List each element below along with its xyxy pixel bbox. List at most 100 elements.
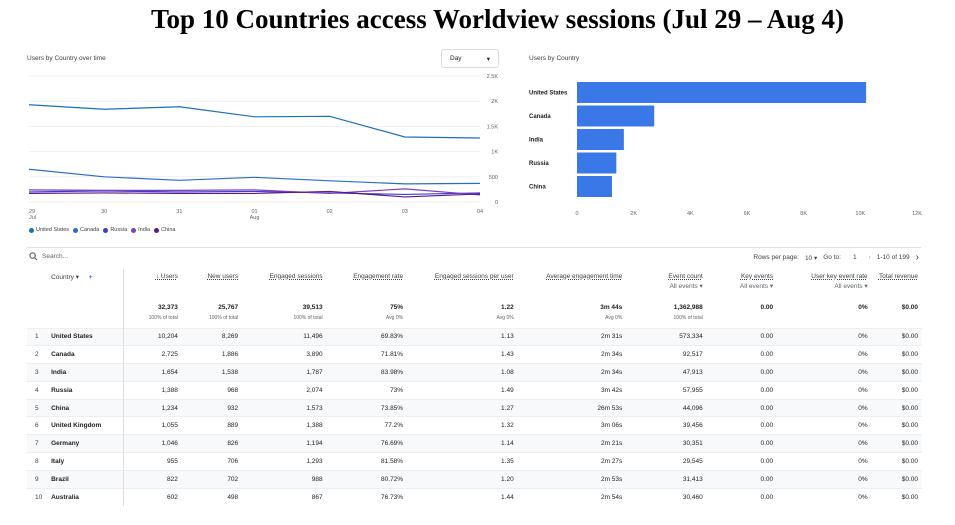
y-tick-label: 1.5K	[487, 124, 499, 130]
table-row[interactable]: 10 Australia 602 498 867 76.73% 1.44 2m 54s 30,4…	[27, 487, 922, 506]
row-index: 1	[27, 327, 48, 346]
legend-swatch	[73, 227, 79, 233]
category-label: United States	[529, 91, 568, 97]
event-filter-select[interactable]: All events ▾	[739, 283, 774, 290]
table-row[interactable]: 9 Brazil 822 702 988 80.72% 1.20 2m 53s 31,413 0.…	[27, 469, 922, 489]
series-line-india	[28, 188, 481, 196]
metric-cell: $0.00	[871, 487, 922, 506]
metric-cell: 3,890	[242, 345, 327, 364]
table-row[interactable]: 2 Canada 2,725 1,886 3,890 71.81% 1.43 2m 34s 92…	[27, 345, 922, 364]
column-header[interactable]: Average engagement time	[518, 269, 627, 301]
metric-cell: 1,293	[242, 452, 327, 471]
metric-cell: 0%	[777, 363, 872, 382]
metric-cell: 889	[181, 416, 243, 435]
x-tick-label: 03	[402, 209, 408, 215]
metric-cell: 2m 27s	[517, 452, 627, 471]
column-header[interactable]: ↓ Users	[124, 269, 182, 301]
granularity-select[interactable]: Day ▾	[441, 49, 499, 68]
page-title: Top 10 Countries access Worldview sessio…	[150, 4, 845, 34]
metric-cell: 0%	[777, 434, 872, 453]
row-index: 8	[27, 452, 48, 471]
search-icon	[29, 252, 38, 261]
next-page-icon[interactable]: ›	[915, 252, 919, 263]
prev-page-icon[interactable]: ‹	[868, 254, 871, 261]
legend-item: India	[131, 227, 150, 233]
x-tick-label: 12K	[912, 211, 922, 217]
metric-cell: 702	[181, 469, 243, 489]
country-table: Country ▾ + ↓ Users New users Engaged sess…	[27, 269, 922, 506]
legend-swatch	[154, 227, 160, 233]
rows-per-page-value: 10	[804, 254, 813, 262]
x-tick-label: 02	[327, 209, 333, 215]
row-index: 6	[27, 416, 48, 435]
table-row[interactable]: 4 Russia 1,388 968 2,074 73% 1.49 3m 42s 57,955 0…	[27, 380, 922, 400]
series-line-united-states	[28, 104, 481, 139]
column-header[interactable]: Engagement rate	[327, 269, 407, 301]
table-row[interactable]: 7 Germany 1,046 826 1,194 76.69% 1.14 2m 21s 30,…	[27, 434, 922, 453]
metric-cell: 30,351	[626, 434, 707, 453]
dimension-header-label: Country	[51, 274, 74, 281]
metric-cell: $0.00	[871, 398, 922, 417]
row-index: 7	[27, 434, 48, 453]
metric-cell: 0%	[777, 327, 872, 346]
total-subtext: Avg 0%	[605, 315, 623, 321]
y-tick-label: 2.5K	[487, 74, 499, 80]
metric-cell: $0.00	[871, 327, 922, 346]
total-cell: 75% Avg 0%	[327, 301, 407, 328]
column-header[interactable]: Engaged sessions per user	[407, 269, 518, 301]
add-dimension-icon[interactable]: +	[88, 274, 93, 281]
rows-per-page-select[interactable]: 10 ▾	[805, 254, 817, 262]
table-row[interactable]: 1 United States 10,204 8,269 11,496 69.83% 1.1…	[27, 327, 922, 346]
event-filter-select[interactable]: All events ▾	[669, 283, 703, 290]
total-subtext: 100% of total	[148, 315, 178, 321]
column-header[interactable]: User key event rate All events ▾	[777, 269, 872, 301]
metric-cell: 3m 42s	[517, 380, 627, 400]
total-cell: 39,513 100% of total	[242, 301, 326, 328]
column-header[interactable]: Event count All events ▾	[626, 269, 706, 301]
total-subtext: 100% of total	[293, 315, 323, 321]
total-subtext: Avg 0%	[496, 315, 514, 321]
bar-chart-title: Users by Country	[529, 55, 580, 62]
metric-cell: 44,096	[626, 398, 707, 417]
metric-cell: 0.00	[706, 380, 778, 400]
metric-cell: $0.00	[871, 380, 922, 400]
metric-cell: 968	[181, 380, 243, 400]
country-name: India	[47, 363, 125, 382]
metric-cell: 77.2%	[326, 416, 408, 435]
metric-cell: 0.00	[706, 487, 778, 506]
legend-item: Russia	[103, 227, 127, 233]
x-tick-label: 2K	[630, 211, 637, 217]
metric-cell: 1,886	[181, 345, 243, 364]
total-cell: 32,373 100% of total	[124, 301, 182, 328]
column-header[interactable]: Total revenue	[872, 269, 922, 301]
metric-cell: 71.81%	[326, 345, 408, 364]
column-header[interactable]: Key events All events ▾	[707, 269, 777, 301]
bar-united-states	[577, 82, 867, 103]
metric-cell: $0.00	[871, 452, 922, 471]
event-filter-select[interactable]: All events ▾	[834, 283, 868, 290]
column-header[interactable]: New users	[182, 269, 242, 301]
metric-cell: 69.83%	[326, 327, 408, 346]
metric-cell: 1,787	[242, 363, 327, 382]
dimension-header[interactable]: Country ▾ +	[47, 269, 125, 301]
column-header-label: Event count	[668, 273, 703, 280]
metric-cell: 1,573	[242, 398, 327, 417]
metric-cell: $0.00	[871, 434, 922, 453]
column-header-label: Engagement rate	[353, 273, 404, 280]
table-row[interactable]: 5 China 1,234 932 1,573 73.85% 1.27 26m 53s 44,0…	[27, 398, 922, 417]
series-line-china	[28, 190, 481, 198]
total-value: 3m 44s	[600, 304, 623, 311]
column-header-label: ↓ Users	[155, 273, 178, 280]
country-name: China	[47, 398, 125, 417]
table-row[interactable]: 8 Italy 955 706 1,293 81.58% 1.35 2m 27s 29,545 0…	[27, 452, 922, 471]
table-search[interactable]: Search...	[29, 252, 68, 261]
column-header-label: User key event rate	[811, 273, 868, 280]
table-row[interactable]: 3 India 1,654 1,538 1,787 83.98% 1.08 2m 34s 47,…	[27, 363, 922, 382]
search-input[interactable]: Search...	[42, 253, 69, 260]
series-line-canada	[28, 168, 481, 185]
column-header[interactable]: Engaged sessions	[242, 269, 326, 301]
table-row[interactable]: 6 United Kingdom 1,055 889 1,388 77.2% 1.32 3m …	[27, 416, 922, 435]
metric-cell: 1.27	[407, 398, 518, 417]
goto-input[interactable]: 1	[852, 254, 857, 261]
row-index: 4	[27, 380, 48, 400]
